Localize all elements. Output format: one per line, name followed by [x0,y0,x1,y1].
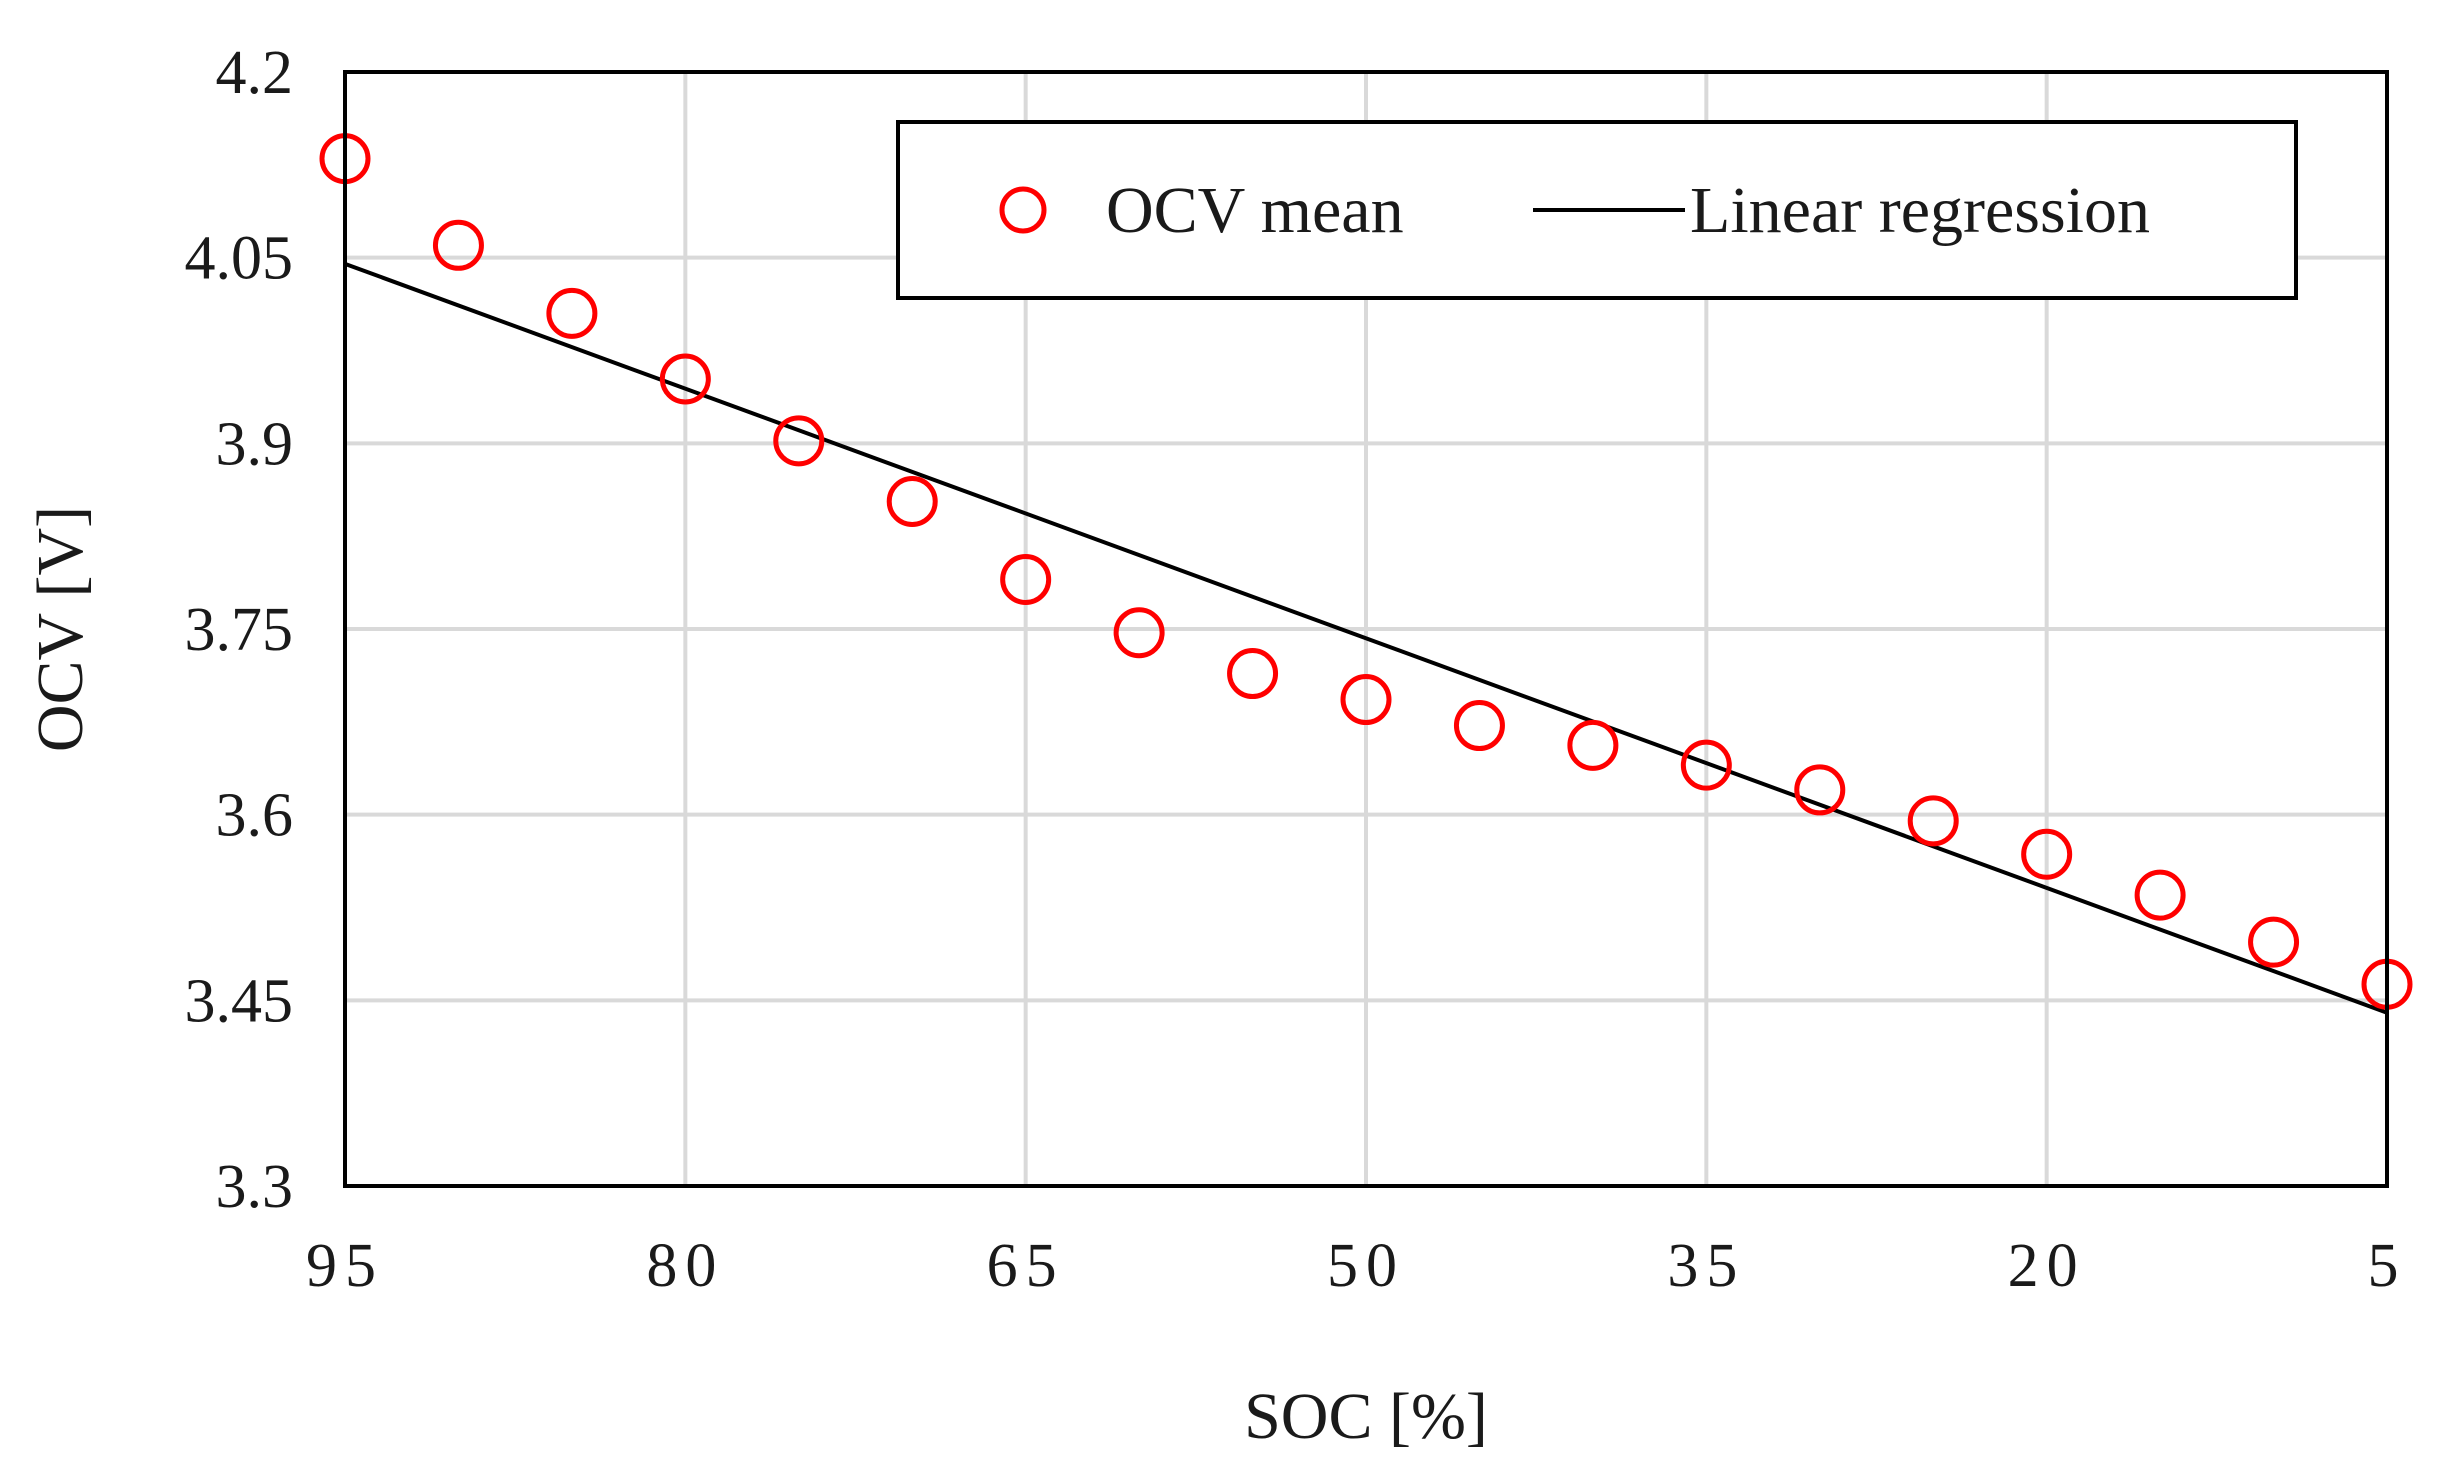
y-tick-label: 3.9 [216,410,294,478]
x-tick-label: 5 [2368,1232,2407,1300]
y-tick-label: 3.3 [216,1153,294,1221]
y-tick-label: 4.05 [185,225,294,293]
x-tick-label: 35 [1667,1232,1745,1300]
ocv-mean-point [1000,553,1052,605]
x-tick-label: 95 [306,1232,384,1300]
plot-frame [343,70,2389,1188]
legend-marker-ocv-mean-icon [999,186,1047,234]
ocv-mean-point [1680,739,1732,791]
tick-labels: 95 80 65 50 35 20 5 3.3 3.45 3.6 3.75 3.9 4.05 4.2 [185,39,2407,1300]
ocv-mean-point [1227,648,1279,700]
ocv-mean-point [2134,869,2186,921]
ocv-mean-point [1794,764,1846,816]
ocv-mean-point [1907,795,1959,847]
ocv-mean-point [773,415,825,467]
legend-label-ocv-mean: OCV mean [1106,174,1404,247]
y-tick-label: 3.75 [185,596,294,664]
y-tick-label: 3.45 [185,967,294,1035]
ocv-mean-point [659,353,711,405]
ocv-mean-point [1567,719,1619,771]
ocv-mean-point [1113,607,1165,659]
legend-label-linear-regression: Linear regression [1690,174,2150,247]
ocv-mean-point [886,476,938,528]
legend: OCV mean Linear regression [896,120,2298,300]
x-tick-label: 20 [2008,1232,2086,1300]
y-axis-title: OCV [V] [24,506,97,752]
regression-line [344,261,2388,1015]
ocv-mean-point [546,287,598,339]
ocv-mean-point [2021,828,2073,880]
ocv-mean-point [432,219,484,271]
x-tick-label: 50 [1327,1232,1405,1300]
y-tick-label: 3.6 [216,782,294,850]
x-tick-label: 65 [987,1232,1065,1300]
x-axis-title: SOC [%] [1244,1380,1488,1453]
ocv-mean-point [2248,916,2300,968]
ocv-mean-point [1340,674,1392,726]
series-layer [319,133,2413,1015]
x-tick-label: 80 [646,1232,724,1300]
y-tick-label: 4.2 [216,39,294,107]
ocv-mean-point [1453,700,1505,752]
